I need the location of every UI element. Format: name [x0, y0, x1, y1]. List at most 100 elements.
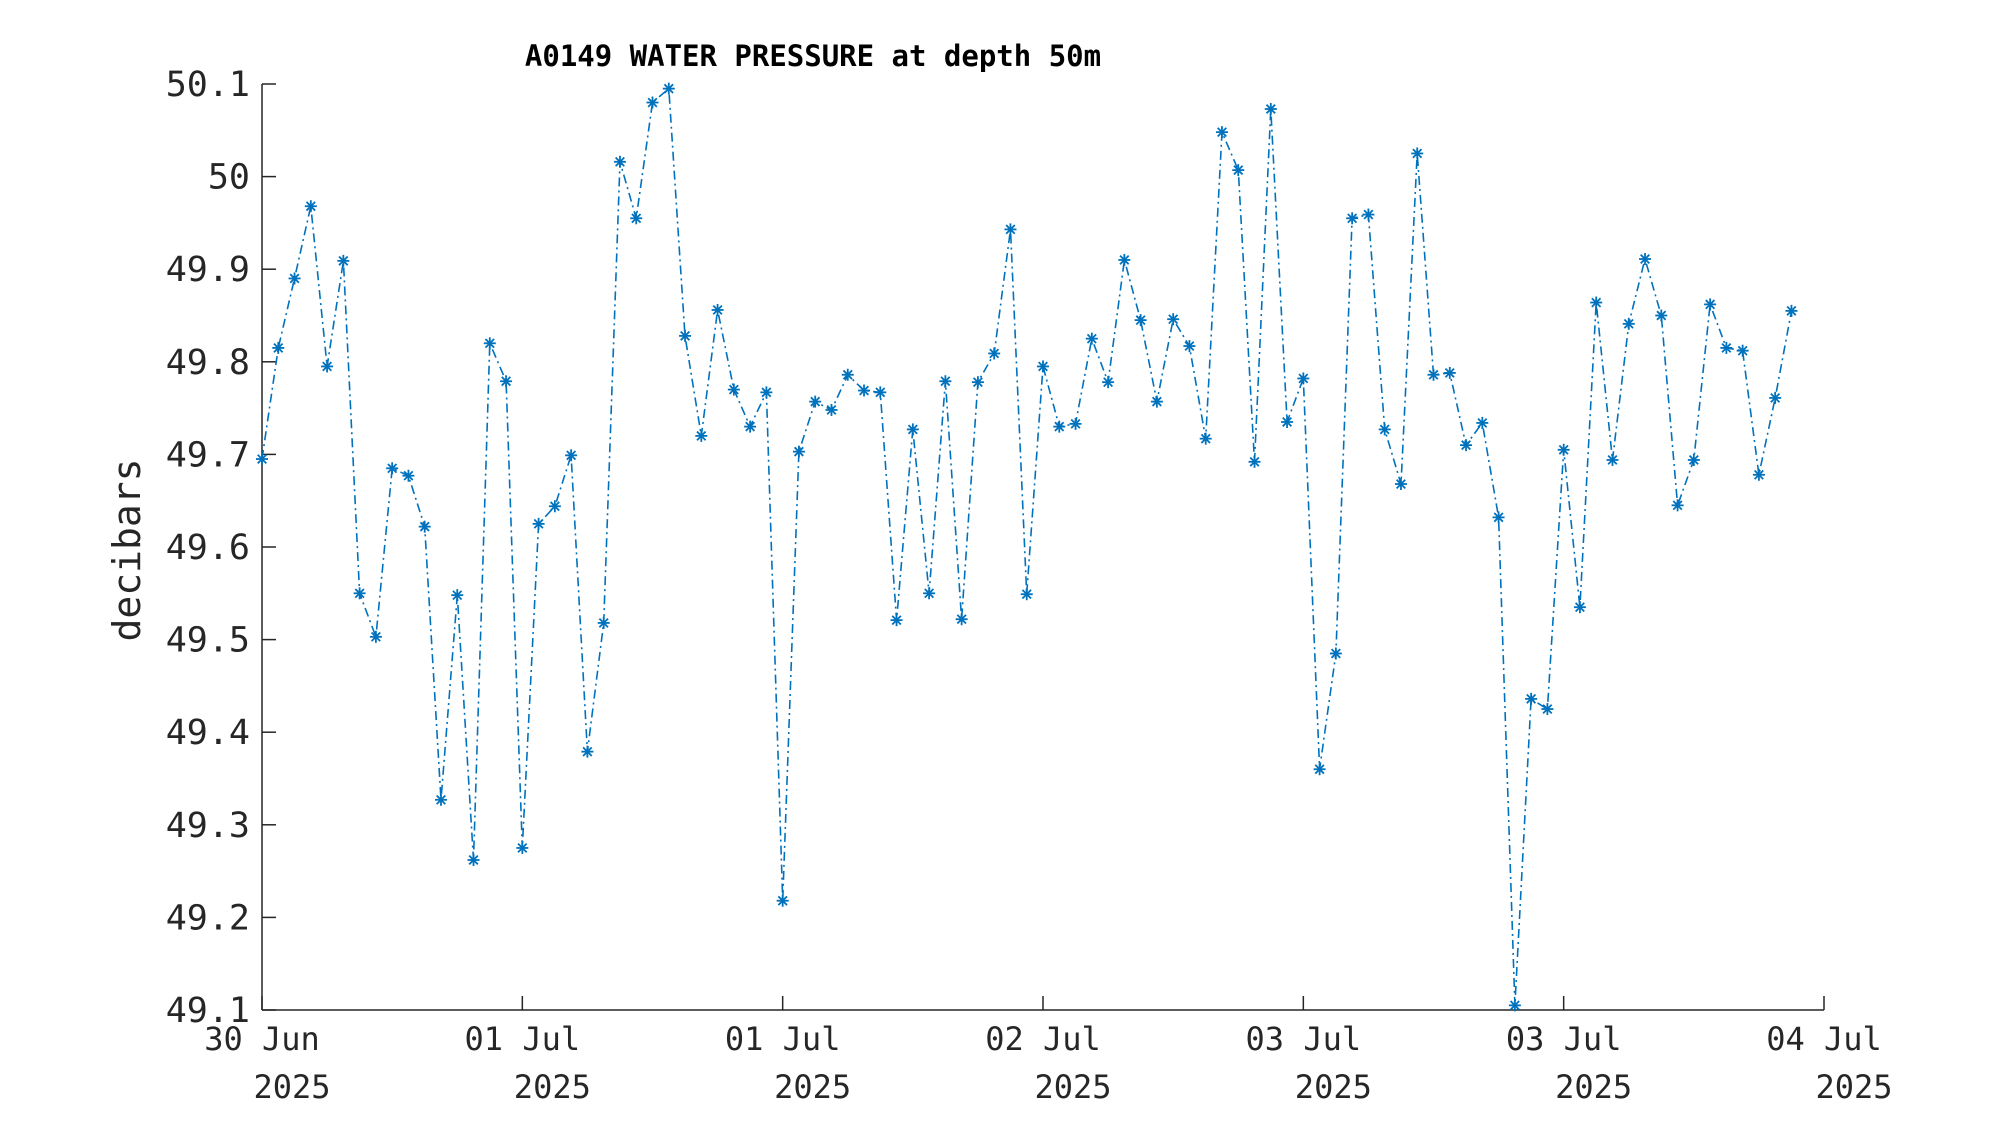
data-point	[874, 386, 887, 399]
data-point	[1394, 478, 1407, 491]
data-point	[695, 429, 708, 442]
data-point	[565, 449, 578, 462]
data-point	[679, 329, 692, 342]
data-point	[1687, 453, 1700, 466]
data-point	[1085, 332, 1098, 345]
x-tick-label-year: 2025	[1034, 1068, 1111, 1106]
data-point	[939, 375, 952, 388]
data-point	[1167, 313, 1180, 326]
data-point	[483, 337, 496, 350]
y-ticks: 49.1 49.2 49.3 49.4 49.5 49.6 49.7 49.8 49.9 50 50…	[166, 65, 276, 1031]
data-point	[792, 445, 805, 458]
y-tick-label: 49.1	[166, 991, 250, 1031]
data-point	[532, 517, 545, 530]
y-tick-label: 49.4	[166, 713, 250, 753]
x-tick-label-year: 2025	[1295, 1068, 1372, 1106]
data-point	[646, 96, 659, 109]
x-tick-label-year: 2025	[1555, 1068, 1632, 1106]
data-point	[256, 453, 268, 466]
axes	[261, 84, 1824, 1011]
data-point	[1785, 304, 1798, 317]
y-tick-label: 50.1	[166, 65, 250, 105]
data-point	[1329, 647, 1342, 660]
data-point	[386, 462, 399, 475]
data-point	[1622, 317, 1635, 330]
y-tick-label: 49.5	[166, 621, 250, 661]
data-point	[434, 793, 447, 806]
x-tick-label: 01 Jul	[725, 1020, 841, 1058]
data-point	[581, 745, 594, 758]
data-point	[548, 500, 561, 513]
x-tick-label-year: 2025	[1815, 1068, 1892, 1106]
data-point	[662, 82, 675, 95]
data-point	[1362, 208, 1375, 221]
data-point	[744, 420, 757, 433]
data-point	[1525, 692, 1538, 705]
data-point	[1492, 511, 1505, 524]
y-tick-label: 49.2	[166, 898, 250, 938]
x-tick-label-year: 2025	[774, 1068, 851, 1106]
data-point	[1769, 391, 1782, 404]
series-line	[261, 86, 1793, 1006]
y-axis-label: decibars	[105, 458, 149, 641]
data-point	[1704, 298, 1717, 311]
y-tick-label: 49.7	[166, 435, 250, 475]
data-point	[1752, 468, 1765, 481]
data-point	[1557, 443, 1570, 456]
data-point	[858, 384, 871, 397]
x-tick-label: 30 Jun	[204, 1020, 320, 1058]
data-point	[1443, 366, 1456, 379]
data-point	[890, 614, 903, 627]
data-point	[1037, 360, 1049, 373]
data-point	[321, 360, 334, 373]
x-tick-label: 03 Jul	[1246, 1020, 1362, 1058]
data-point	[1199, 432, 1212, 445]
x-tick-label: 02 Jul	[985, 1020, 1101, 1058]
data-point	[1297, 372, 1310, 385]
data-point	[727, 383, 740, 396]
series-group	[256, 82, 1798, 1012]
data-point	[1590, 296, 1603, 309]
data-point	[353, 587, 366, 600]
data-point	[1476, 416, 1489, 429]
data-point	[1313, 763, 1326, 776]
x-tick-label: 01 Jul	[465, 1020, 581, 1058]
data-point	[1655, 309, 1668, 322]
data-point	[711, 303, 724, 316]
data-point	[1183, 340, 1196, 353]
data-point	[1134, 314, 1147, 327]
data-point	[500, 375, 513, 388]
data-point	[988, 347, 1001, 360]
data-point	[955, 613, 968, 626]
data-point	[1378, 423, 1391, 436]
data-point	[1118, 253, 1131, 266]
data-point	[1541, 703, 1554, 716]
data-point	[1346, 212, 1359, 225]
data-point	[272, 341, 285, 354]
data-point	[516, 841, 529, 854]
data-point	[1069, 417, 1082, 430]
data-point	[1411, 147, 1424, 160]
y-tick-label: 49.6	[166, 528, 250, 568]
data-point	[304, 200, 317, 213]
data-point	[1736, 344, 1749, 357]
data-point	[760, 386, 773, 399]
data-point	[841, 368, 854, 381]
data-point	[923, 587, 936, 600]
data-point	[809, 395, 822, 408]
data-point	[1427, 368, 1440, 381]
data-point	[1232, 164, 1245, 177]
data-point	[1053, 420, 1066, 433]
data-point	[1508, 999, 1521, 1012]
x-tick-label-year: 2025	[514, 1068, 591, 1106]
data-point	[630, 212, 643, 225]
y-tick-label: 49.9	[166, 250, 250, 290]
data-point	[1150, 395, 1163, 408]
data-point	[402, 469, 415, 482]
data-point	[369, 630, 382, 643]
chart-title: A0149 WATER PRESSURE at depth 50m	[525, 39, 1101, 73]
data-point	[1004, 223, 1017, 236]
data-point	[467, 853, 480, 866]
data-point	[1606, 453, 1619, 466]
